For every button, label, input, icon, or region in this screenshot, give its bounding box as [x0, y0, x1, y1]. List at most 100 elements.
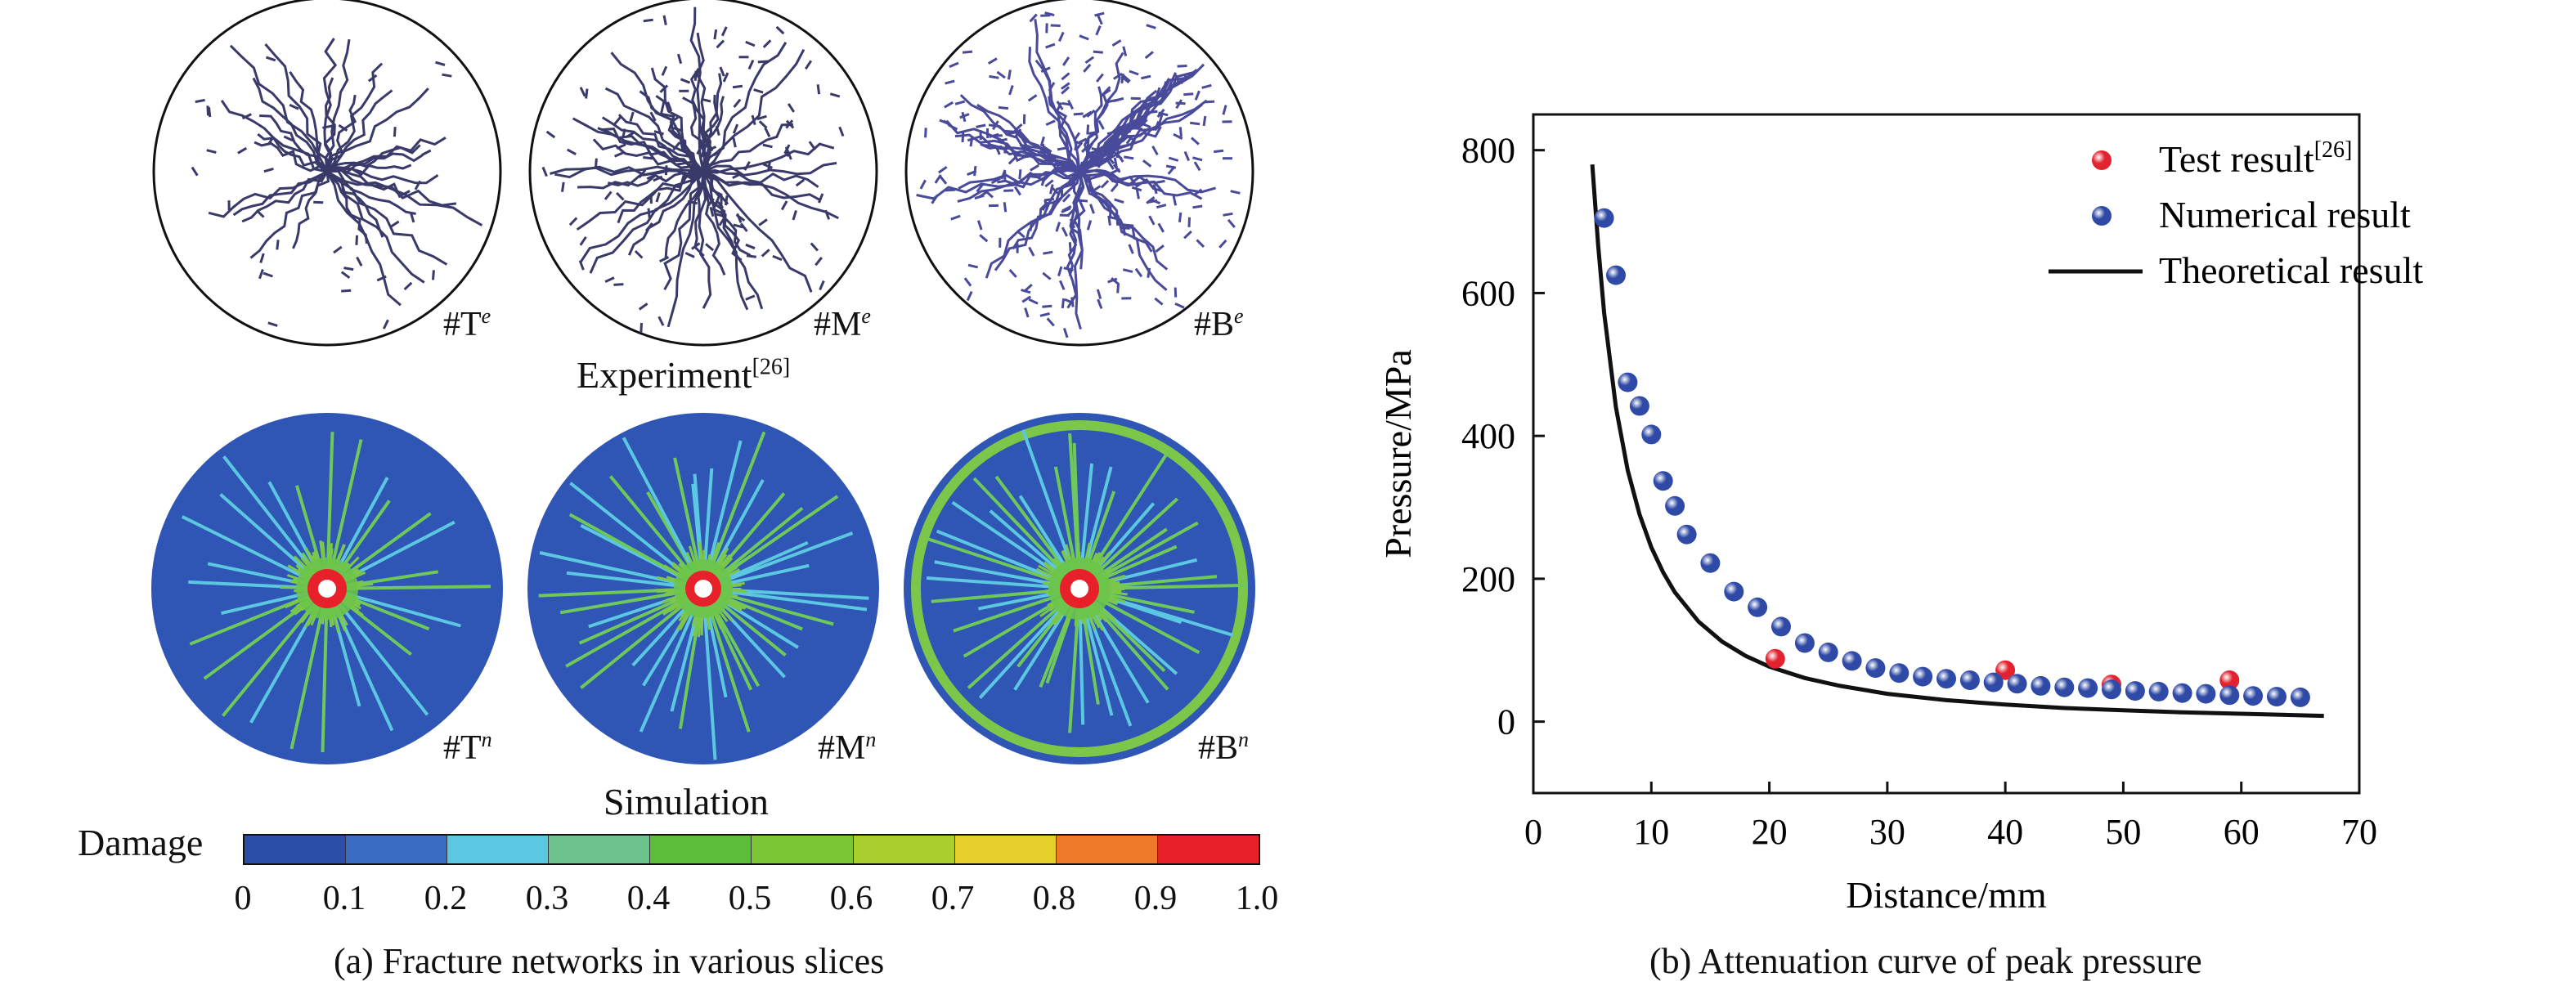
numerical-result-point — [2031, 675, 2051, 696]
numerical-result-point — [1889, 663, 1910, 684]
y-axis-label: Pressure/MPa — [1377, 349, 1419, 558]
caption-b: (b) Attenuation curve of peak pressure — [1649, 941, 2202, 981]
numerical-result-point — [1748, 597, 1768, 617]
y-tick-label: 0 — [1497, 702, 1515, 742]
numerical-result-point — [1618, 372, 1638, 392]
simulation-disc-m — [527, 413, 879, 764]
simulation-disc-t — [151, 413, 503, 764]
x-tick-label: 60 — [2224, 812, 2260, 852]
simulation-title: Simulation — [604, 781, 769, 822]
legend-label: Theoretical result — [2159, 249, 2423, 291]
numerical-result-point — [1983, 672, 2004, 692]
colorbar-tick-label: 0 — [234, 880, 252, 917]
colorbar-segment — [1156, 836, 1259, 863]
colorbar-segment — [245, 836, 346, 863]
slice-label-tn: #Tn — [443, 728, 492, 767]
numerical-result-point — [1842, 651, 1862, 671]
colorbar-segment — [345, 836, 447, 863]
panel-a: #Te #Me #Be Experiment[26] #Tn #Mn # — [78, 0, 1279, 981]
plot-frame — [1532, 113, 2361, 795]
legend-label: Test result[26] — [2159, 137, 2352, 180]
colorbar-tick-label: 0.8 — [1032, 880, 1076, 917]
legend-marker — [2092, 206, 2112, 226]
numerical-result-point — [2054, 677, 2075, 697]
y-tick-label: 200 — [1461, 559, 1515, 599]
numerical-result-point — [2102, 679, 2121, 700]
numerical-result-point — [2125, 681, 2145, 701]
test-result-point — [1995, 660, 2016, 680]
legend-label: Numerical result — [2159, 194, 2411, 235]
slice-label-bn: #Bn — [1198, 728, 1250, 767]
slice-label-be: #Be — [1194, 304, 1244, 343]
x-tick-label: 10 — [1633, 812, 1669, 852]
numerical-result-point — [2148, 681, 2169, 701]
slice-label-me: #Me — [814, 304, 871, 343]
numerical-result-point — [2267, 687, 2287, 707]
colorbar-ticks: 0 0.1 0.2 0.3 0.4 0.5 0.6 0.7 0.8 0.9 1.0 — [235, 879, 1279, 920]
numerical-result-point — [1629, 396, 1649, 416]
numerical-result-point — [1594, 208, 1614, 228]
legend-marker — [2092, 150, 2112, 170]
colorbar-segment — [447, 836, 549, 863]
numerical-result-point — [2243, 686, 2264, 706]
legend-label-ref: [26] — [2314, 137, 2353, 163]
colorbar-segment — [751, 836, 853, 863]
colorbar-segment — [954, 836, 1056, 863]
numerical-result-point — [1665, 495, 1685, 516]
numerical-result-point — [1724, 581, 1744, 602]
slice-label-mn: #Mn — [818, 728, 877, 767]
experiment-disc-t — [152, 0, 502, 347]
numerical-result-point — [2219, 685, 2240, 706]
colorbar-tick-label: 0.6 — [829, 880, 873, 917]
theoretical-curve — [1590, 164, 2324, 719]
numerical-result-point — [1818, 642, 1838, 662]
experiment-disc-b — [904, 0, 1254, 347]
x-tick-label: 70 — [2341, 812, 2377, 852]
experiment-disc-m — [528, 0, 878, 347]
numerical-result-point — [1606, 265, 1626, 285]
y-tick-label: 800 — [1461, 131, 1515, 171]
numerical-result-point — [1794, 633, 1815, 653]
x-axis-label: Distance/mm — [1846, 874, 2046, 916]
test-result-point — [2219, 670, 2240, 690]
colorbar-tick-label: 0.9 — [1133, 880, 1178, 917]
colorbar-tick-label: 1.0 — [1235, 880, 1279, 917]
x-tick-label: 20 — [1752, 812, 1788, 852]
caption-a: (a) Fracture networks in various slices — [334, 941, 885, 981]
numerical-result-point — [1865, 658, 1886, 679]
numerical-result-point — [1771, 616, 1791, 637]
colorbar-tick-label: 0.5 — [728, 880, 772, 917]
damage-colorbar — [243, 834, 1260, 865]
colorbar-segment — [852, 836, 954, 863]
x-tick-label: 50 — [2105, 812, 2141, 852]
test-result-point — [1765, 648, 1785, 669]
x-tick-label: 30 — [1869, 812, 1905, 852]
colorbar-label: Damage — [78, 822, 204, 863]
colorbar-tick-label: 0.7 — [931, 880, 975, 917]
x-tick-label: 40 — [1987, 812, 2023, 852]
colorbar-tick-label: 0.4 — [626, 880, 671, 917]
numerical-result-point — [1653, 471, 1673, 491]
numerical-result-point — [2196, 684, 2216, 704]
y-tick-label: 600 — [1461, 273, 1515, 313]
slice-label-te: #Te — [443, 304, 491, 343]
colorbar-segment — [1055, 836, 1157, 863]
x-tick-label: 0 — [1524, 812, 1542, 852]
numerical-result-point — [1913, 666, 1933, 687]
colorbar-segment — [548, 836, 650, 863]
numerical-result-point — [2007, 674, 2027, 694]
simulation-disc-b — [904, 413, 1255, 764]
numerical-result-point — [2290, 687, 2310, 707]
y-tick-label: 400 — [1461, 416, 1515, 456]
numerical-result-point — [2078, 678, 2098, 698]
numerical-result-point — [1700, 553, 1721, 573]
numerical-result-point — [1936, 669, 1956, 689]
experiment-title: Experiment[26] — [577, 354, 791, 396]
numerical-result-point — [2172, 683, 2192, 703]
colorbar-tick-label: 0.3 — [525, 880, 569, 917]
colorbar-tick-label: 0.1 — [322, 880, 366, 917]
numerical-result-point — [1641, 424, 1662, 445]
pressure-chart: 0 10 20 30 40 50 60 70 0 200 400 600 800 Distance/mm P… — [1377, 113, 2423, 916]
colorbar-segment — [649, 836, 752, 863]
colorbar-tick-label: 0.2 — [424, 880, 468, 917]
